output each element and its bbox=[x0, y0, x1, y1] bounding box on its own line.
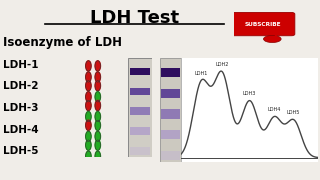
Circle shape bbox=[95, 92, 100, 102]
Bar bbox=[161, 151, 180, 160]
Circle shape bbox=[95, 111, 100, 122]
Circle shape bbox=[86, 111, 91, 122]
Circle shape bbox=[95, 81, 100, 91]
Circle shape bbox=[86, 92, 91, 102]
Circle shape bbox=[95, 100, 100, 111]
Circle shape bbox=[95, 151, 100, 161]
Circle shape bbox=[95, 72, 100, 82]
Ellipse shape bbox=[264, 35, 281, 42]
Circle shape bbox=[86, 81, 91, 91]
Text: LDH-3: LDH-3 bbox=[3, 103, 39, 113]
Bar bbox=[130, 88, 150, 95]
Bar bbox=[161, 109, 180, 119]
Circle shape bbox=[86, 61, 91, 71]
Bar bbox=[161, 68, 180, 77]
Bar bbox=[130, 147, 150, 155]
Circle shape bbox=[86, 140, 91, 150]
Circle shape bbox=[86, 72, 91, 82]
Bar bbox=[130, 68, 150, 75]
FancyBboxPatch shape bbox=[230, 12, 295, 36]
Text: LDH4: LDH4 bbox=[268, 107, 281, 112]
Bar bbox=[130, 107, 150, 115]
Circle shape bbox=[86, 100, 91, 111]
Text: SUBSCRIBE: SUBSCRIBE bbox=[244, 22, 281, 27]
Text: LDH-5: LDH-5 bbox=[3, 146, 39, 156]
Text: LDH2: LDH2 bbox=[215, 62, 229, 67]
Circle shape bbox=[95, 61, 100, 71]
Text: LDH-2: LDH-2 bbox=[3, 81, 39, 91]
Text: LDH-4: LDH-4 bbox=[3, 125, 39, 135]
Circle shape bbox=[86, 131, 91, 141]
Circle shape bbox=[86, 120, 91, 130]
Text: LDH5: LDH5 bbox=[287, 110, 300, 115]
Circle shape bbox=[95, 140, 100, 150]
Circle shape bbox=[86, 151, 91, 161]
Text: LDH-1: LDH-1 bbox=[3, 60, 39, 70]
Bar bbox=[161, 89, 180, 98]
Text: LDH Test: LDH Test bbox=[90, 9, 179, 27]
Bar bbox=[130, 127, 150, 135]
Circle shape bbox=[95, 131, 100, 141]
Bar bbox=[161, 130, 180, 140]
Text: LDH3: LDH3 bbox=[243, 91, 256, 96]
Text: LDH1: LDH1 bbox=[195, 71, 208, 76]
Circle shape bbox=[95, 120, 100, 130]
Text: Isoenzyme of LDH: Isoenzyme of LDH bbox=[3, 36, 122, 49]
